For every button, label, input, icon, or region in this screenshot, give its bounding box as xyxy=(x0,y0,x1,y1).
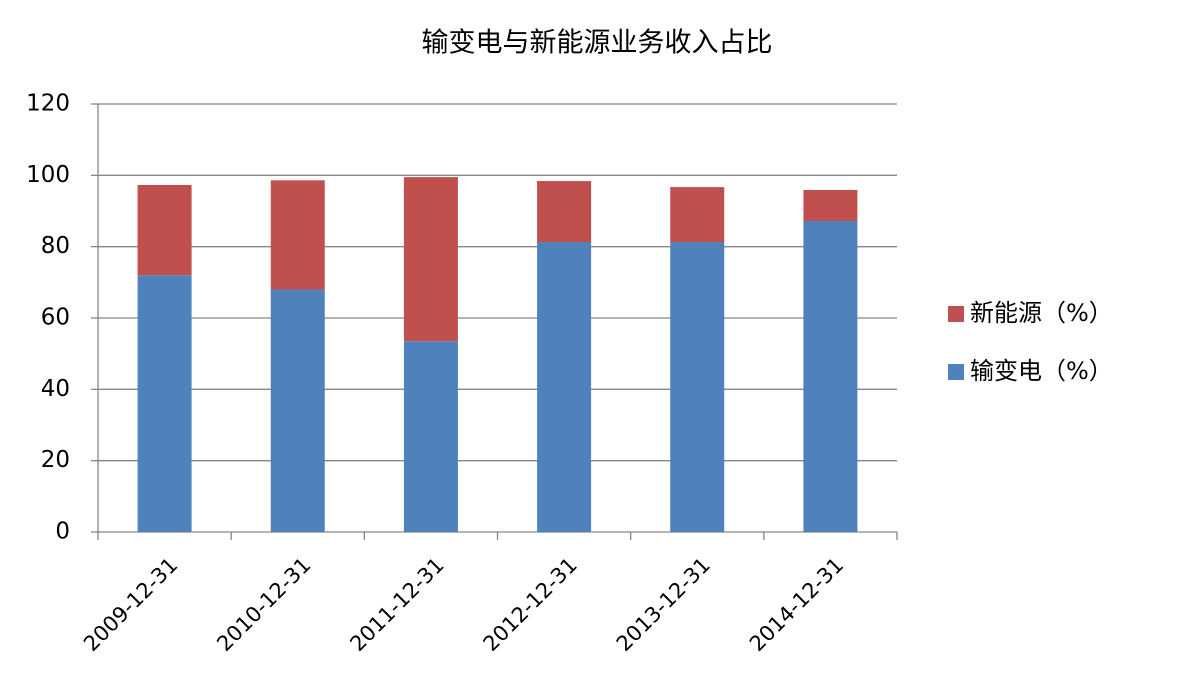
y-tick-label: 60 xyxy=(41,305,70,331)
y-tick-label: 0 xyxy=(55,519,70,545)
legend-label: 新能源（%） xyxy=(970,299,1113,327)
bar-segment xyxy=(803,189,858,221)
x-tick-label: 2014-12-31 xyxy=(745,553,848,656)
bar-segment xyxy=(537,242,592,532)
y-tick-label: 120 xyxy=(26,91,70,117)
legend-swatch xyxy=(948,306,964,322)
legend-swatch xyxy=(948,364,964,380)
bar-segment xyxy=(670,187,725,243)
bar-segment xyxy=(270,180,325,290)
y-tick-label: 40 xyxy=(41,376,70,402)
bar-segment xyxy=(670,242,725,532)
bar-segment xyxy=(803,220,858,532)
bar-segment xyxy=(403,177,458,342)
y-tick-label: 100 xyxy=(26,162,70,188)
y-tick-label: 20 xyxy=(41,447,70,473)
legend-label: 输变电（%） xyxy=(970,357,1113,385)
bar-segment xyxy=(137,184,192,276)
x-tick-label: 2013-12-31 xyxy=(612,553,715,656)
x-tick-label: 2009-12-31 xyxy=(79,553,182,656)
chart-title: 输变电与新能源业务收入占比 xyxy=(422,28,773,59)
bar-segment xyxy=(403,341,458,532)
bar-segment xyxy=(270,289,325,532)
bar-segment xyxy=(537,181,592,243)
bar-segment xyxy=(137,275,192,532)
x-tick-label: 2011-12-31 xyxy=(345,553,448,656)
x-tick-label: 2012-12-31 xyxy=(479,553,582,656)
x-tick-label: 2010-12-31 xyxy=(212,553,315,656)
y-tick-label: 80 xyxy=(41,233,70,259)
